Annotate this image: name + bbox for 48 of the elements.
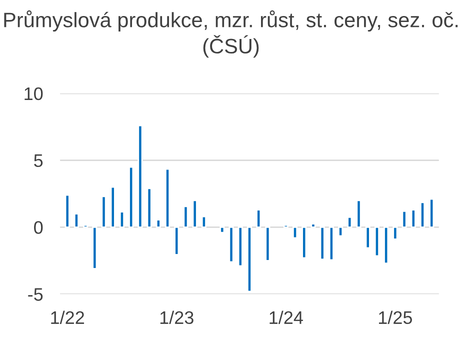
bar — [201, 216, 206, 228]
bar — [392, 226, 398, 240]
bar — [64, 194, 70, 228]
x-tick-label: 1/25 — [378, 310, 412, 324]
bar — [429, 198, 434, 228]
bar — [92, 226, 98, 270]
bar — [246, 226, 252, 292]
chart-title: Průmyslová produkce, mzr. růst, st. ceny, sez. oč. (ČSÚ) — [4, 10, 458, 58]
x-tick-label: 1/23 — [160, 310, 194, 324]
bar — [356, 200, 362, 228]
y-tick-label: 10 — [24, 87, 43, 100]
bar — [365, 226, 370, 249]
y-tick-label: 0 — [34, 221, 43, 234]
bar — [302, 226, 307, 259]
bar — [283, 224, 288, 228]
bar — [374, 226, 380, 257]
bar — [310, 223, 316, 228]
bar — [220, 226, 225, 234]
bar — [402, 210, 407, 228]
bar — [74, 213, 79, 228]
bar — [156, 219, 161, 228]
y-tick-label: -5 — [28, 288, 43, 301]
bar — [128, 166, 134, 228]
bar — [265, 226, 270, 262]
bar — [410, 209, 416, 228]
bar — [183, 206, 188, 228]
bar — [165, 168, 170, 228]
bar — [292, 226, 298, 239]
bar — [328, 226, 334, 261]
bar — [119, 211, 124, 228]
bar — [238, 226, 243, 267]
bar — [338, 226, 344, 237]
y-tick-label: 5 — [34, 154, 43, 168]
bar — [320, 226, 325, 260]
bar — [101, 196, 106, 228]
bar — [347, 216, 352, 228]
x-tick-label: 1/24 — [270, 310, 303, 324]
bar — [138, 124, 143, 228]
bar — [110, 186, 116, 228]
bar — [146, 188, 152, 228]
bar — [83, 224, 88, 228]
bar — [228, 226, 234, 263]
bar — [420, 202, 426, 228]
x-tick-label: 1/22 — [51, 310, 84, 324]
bar — [192, 200, 198, 228]
bar — [256, 209, 262, 228]
bar — [174, 226, 180, 256]
bar — [384, 226, 389, 264]
